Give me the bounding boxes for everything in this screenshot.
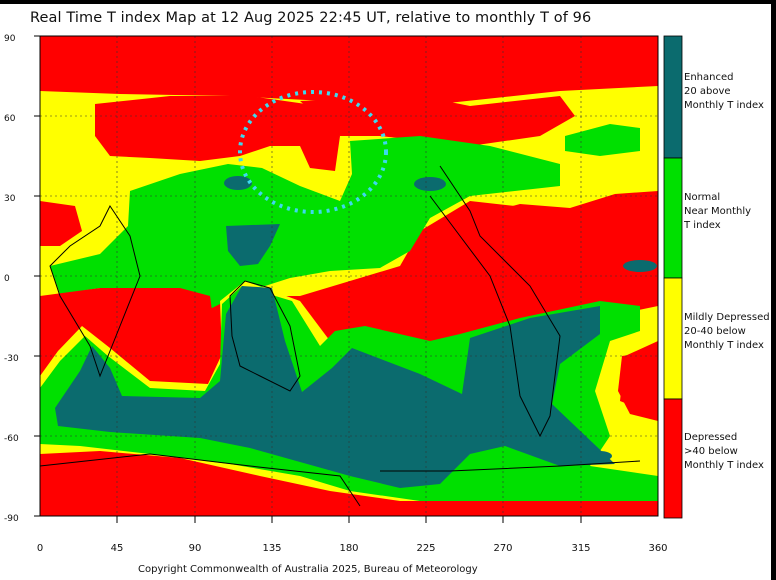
- y-tick-label: 30: [4, 194, 16, 204]
- x-tick-label: 90: [188, 543, 202, 554]
- legend-swatch-normal: [663, 157, 683, 279]
- depressed-region: [300, 96, 575, 146]
- normal-region: [565, 124, 640, 156]
- depressed-region: [95, 96, 340, 171]
- x-tick-label: 135: [262, 543, 282, 554]
- coastlines: [39, 165, 641, 507]
- legend-label-normal: Normal Near Monthly T index: [684, 192, 752, 231]
- copyright-text: Copyright Commonwealth of Australia 2025…: [138, 564, 478, 575]
- y-tick-label: -90: [4, 514, 19, 524]
- legend-label-mildly-depressed: Mildly Depressed 20-40 below Monthly T i…: [684, 312, 770, 351]
- legend-swatch-depressed: [663, 398, 683, 519]
- enhanced-region: [226, 224, 280, 266]
- x-tick-label: 270: [493, 543, 513, 554]
- enhanced-region: [623, 260, 657, 272]
- y-tick-label: 0: [4, 274, 10, 284]
- x-tick-label: 45: [110, 543, 124, 554]
- x-tick-label: 180: [339, 543, 359, 554]
- x-tick-label: 315: [571, 543, 591, 554]
- axis-ticks: [34, 35, 582, 523]
- legend-label-depressed: Depressed >40 below Monthly T index: [684, 432, 764, 471]
- gridlines: [40, 36, 658, 516]
- legend-swatch-enhanced: [663, 35, 683, 159]
- legend-swatch-mildly-depressed: [663, 277, 683, 400]
- x-tick-label: 0: [36, 543, 44, 554]
- enhanced-region: [414, 177, 446, 191]
- x-tick-label: 360: [648, 543, 668, 554]
- enhanced-region: [588, 451, 612, 461]
- enhanced-region: [224, 176, 252, 190]
- depressed-region: [40, 288, 218, 381]
- x-tick-label: 225: [416, 543, 436, 554]
- y-tick-label: 90: [4, 34, 16, 44]
- y-tick-label: -60: [4, 434, 19, 444]
- map-title: Real Time T index Map at 12 Aug 2025 22:…: [30, 10, 592, 26]
- highlight-circle: [238, 90, 388, 214]
- legend-colorbar: [663, 35, 683, 519]
- y-tick-label: -30: [4, 354, 19, 364]
- depressed-region: [618, 351, 658, 421]
- legend-label-enhanced: Enhanced 20 above Monthly T index: [684, 72, 764, 111]
- depressed-region: [40, 201, 82, 246]
- y-tick-label: 60: [4, 114, 16, 124]
